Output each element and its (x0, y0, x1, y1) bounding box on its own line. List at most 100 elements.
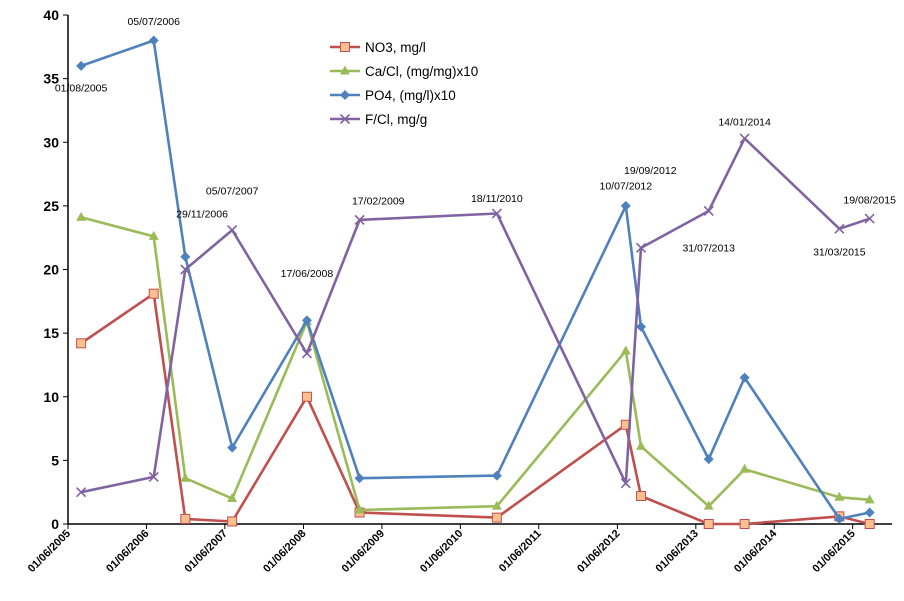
y-tick-label: 30 (43, 134, 59, 150)
date-annotation: 19/09/2012 (624, 165, 677, 177)
series-f-cl-mg-g-data-point (148, 471, 159, 482)
date-annotation: 29/11/2006 (176, 208, 228, 220)
series-po4-mg-l-x10-data-point (76, 60, 87, 71)
y-tick-label: 40 (43, 7, 59, 23)
series-po4-mg-l-x10-data-point (739, 372, 750, 383)
date-annotation: 31/03/2015 (813, 247, 866, 259)
x-tick-label: 01/06/2011 (497, 528, 544, 575)
series-no3-mg-l-data-point (227, 516, 238, 527)
legend-no3-mg-l-label: NO3, mg/l (365, 40, 426, 55)
series-po4-mg-l-x10-data-point (491, 470, 502, 481)
legend-no3-mg-l-data-point (340, 42, 350, 52)
series-f-cl-mg-g-data-point (635, 242, 647, 253)
series-layer (76, 35, 875, 529)
legend: NO3, mg/l Ca/Cl, (mg/mg)x10 PO4, (mg/l)x10… (330, 40, 478, 127)
y-tick-label: 10 (43, 389, 59, 405)
y-tick-label: 20 (43, 262, 59, 278)
series-ca-cl-mg-mg-x10-data-point (76, 211, 87, 221)
series-po4-mg-l-x10-data-point (864, 507, 875, 518)
date-annotation: 14/01/2014 (718, 117, 771, 129)
legend-ca-cl-mg-mg-x10: Ca/Cl, (mg/mg)x10 (330, 64, 478, 79)
series-f-cl-mg-g-data-point (703, 205, 714, 217)
x-tick-label: 01/06/2014 (732, 527, 780, 575)
series-po4-mg-l-x10-data-point (354, 473, 365, 484)
date-annotation: 17/06/2008 (281, 268, 334, 280)
date-annotation: 19/08/2015 (843, 194, 896, 206)
series-no3-mg-l-line (80, 292, 871, 526)
series-no3-mg-l-data-point (739, 519, 750, 529)
date-annotation: 17/02/2009 (352, 196, 405, 208)
series-no3-mg-l-data-point (491, 512, 502, 523)
series-no3-mg-l-data-point (301, 391, 312, 402)
x-tick-label: 01/06/2015 (810, 528, 857, 575)
y-tick-label: 0 (51, 516, 59, 532)
series-po4-mg-l-x10-data-point (703, 454, 714, 465)
series-ca-cl-mg-mg-x10-data-point (834, 491, 845, 501)
date-annotation: 05/07/2006 (127, 16, 180, 28)
x-tick-label: 01/06/2008 (261, 528, 308, 575)
date-annotation: 05/07/2007 (206, 185, 259, 197)
legend-f-cl-mg-g: F/Cl, mg/g (330, 112, 427, 127)
series-f-cl-mg-g-data-point (301, 348, 312, 359)
series-ca-cl-mg-mg-x10-data-point (354, 504, 365, 514)
series-ca-cl-mg-mg-x10-data-point (180, 472, 191, 482)
series-no3-mg-l-data-point (636, 491, 647, 502)
y-tick-label: 5 (51, 452, 59, 468)
legend-ca-cl-mg-mg-x10-data-point (340, 65, 350, 75)
legend-no3-mg-l: NO3, mg/l (330, 40, 426, 55)
series-f-cl-mg-g-data-point (620, 478, 631, 489)
x-tick-label: 01/06/2007 (183, 528, 230, 575)
series-f-cl-mg-g (76, 133, 875, 498)
x-tick-label: 01/06/2006 (104, 528, 151, 575)
series-po4-mg-l-x10-data-point (301, 315, 312, 326)
series-f-cl-mg-g-data-point (739, 133, 750, 144)
x-tick-label: 01/06/2005 (26, 528, 73, 575)
series-f-cl-mg-g-data-point (227, 224, 238, 236)
date-annotation: 01/08/2005 (55, 82, 108, 94)
series-f-cl-mg-g-data-point (864, 213, 875, 224)
series-no3-mg-l-data-point (76, 338, 87, 349)
x-tick-label: 01/06/2012 (575, 528, 622, 575)
series-ca-cl-mg-mg-x10 (76, 211, 875, 514)
series-po4-mg-l-x10-data-point (148, 35, 159, 46)
series-f-cl-mg-g-data-point (180, 264, 191, 275)
series-f-cl-mg-g-data-point (834, 223, 845, 234)
date-annotation: 18/11/2010 (471, 193, 523, 205)
legend-f-cl-mg-g-data-point (339, 113, 351, 125)
series-po4-mg-l-x10 (76, 35, 875, 524)
series-no3-mg-l-data-point (180, 513, 191, 524)
series-ca-cl-mg-mg-x10-data-point (703, 500, 714, 510)
legend-ca-cl-mg-mg-x10-label: Ca/Cl, (mg/mg)x10 (365, 64, 478, 79)
series-ca-cl-mg-mg-x10-data-point (227, 493, 238, 503)
series-f-cl-mg-g-data-point (76, 487, 87, 498)
y-tick-label: 15 (43, 325, 59, 341)
series-ca-cl-mg-mg-x10-data-point (148, 230, 159, 240)
series-po4-mg-l-x10-data-point (834, 513, 845, 524)
series-po4-mg-l-x10-data-point (636, 321, 647, 332)
series-ca-cl-mg-mg-x10-line (80, 216, 870, 512)
series-no3-mg-l-data-point (148, 288, 159, 299)
series-no3-mg-l-data-point (864, 519, 875, 529)
series-po4-mg-l-x10-line (80, 39, 870, 521)
series-no3-mg-l-data-point (703, 519, 714, 529)
annotation-layer: 01/08/2005 05/07/2006 29/11/2006 05/07/2007… (55, 16, 896, 280)
series-ca-cl-mg-mg-x10-data-point (739, 463, 750, 473)
legend-f-cl-mg-g-label: F/Cl, mg/g (365, 112, 427, 127)
x-tick-label: 01/06/2013 (654, 528, 701, 575)
x-tick-label: 01/06/2009 (340, 528, 387, 575)
series-ca-cl-mg-mg-x10-data-point (864, 494, 875, 504)
legend-po4-mg-l-x10-label: PO4, (mg/l)x10 (365, 88, 456, 103)
y-tick-label: 35 (43, 71, 59, 87)
date-annotation: 10/07/2012 (600, 180, 653, 192)
y-tick-label: 25 (43, 198, 59, 214)
x-tick-label: 01/06/2010 (418, 528, 465, 575)
series-f-cl-mg-g-data-point (491, 208, 502, 219)
legend-po4-mg-l-x10-data-point (340, 90, 350, 100)
series-no3-mg-l (76, 288, 875, 529)
series-po4-mg-l-x10-data-point (227, 442, 238, 453)
series-po4-mg-l-x10-data-point (620, 200, 631, 211)
series-po4-mg-l-x10-data-point (180, 251, 191, 262)
series-ca-cl-mg-mg-x10-data-point (491, 500, 502, 510)
series-ca-cl-mg-mg-x10-data-point (636, 440, 647, 450)
